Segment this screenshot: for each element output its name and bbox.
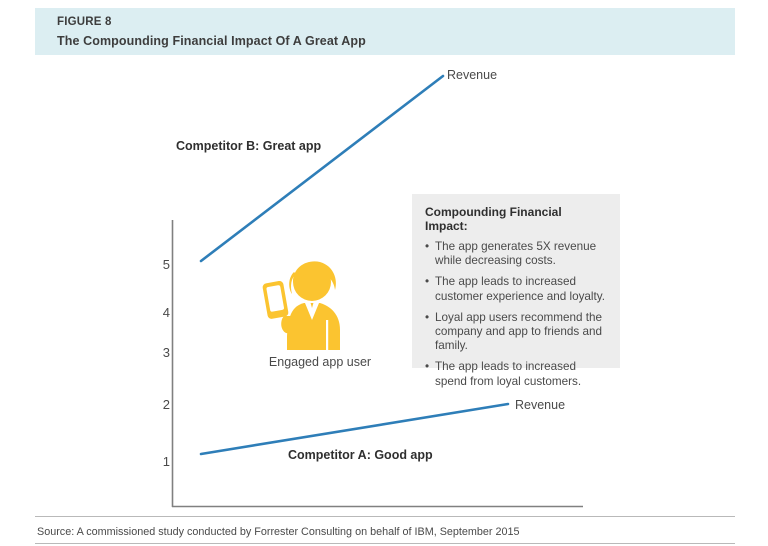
y-tick-label-5: 5 — [162, 257, 170, 272]
y-tick-label-3: 3 — [162, 345, 170, 360]
series-line-competitor-a — [199, 402, 510, 456]
y-tick-label-2: 2 — [162, 397, 170, 412]
illustration-caption: Engaged app user — [268, 355, 372, 369]
list-item: The app leads to increased spend from lo… — [425, 360, 607, 388]
source-note: Source: A commissioned study conducted b… — [37, 526, 520, 538]
callout-title: Compounding Financial Impact: — [425, 205, 562, 233]
figure-number: FIGURE 8 — [57, 16, 112, 28]
y-tick-label-1: 1 — [162, 454, 170, 469]
list-item: Loyal app users recommend the company an… — [425, 311, 607, 354]
series-name-label-competitor-b: Competitor B: Great app — [176, 139, 322, 153]
series-name-label-competitor-a: Competitor A: Good app — [288, 448, 433, 462]
series-line-competitor-b — [199, 74, 445, 263]
page-title: The Compounding Financial Impact Of A Gr… — [57, 34, 366, 48]
footer-divider-bottom — [35, 543, 735, 544]
figure-header-band: FIGURE 8 The Compounding Financial Impac… — [35, 8, 735, 55]
callout-box: Compounding Financial Impact: The app ge… — [412, 194, 620, 388]
person-with-phone-icon — [262, 261, 340, 350]
list-item: The app generates 5X revenue while decre… — [425, 240, 607, 268]
footer-divider-top — [35, 516, 735, 517]
series-end-label-competitor-b: Revenue — [447, 68, 498, 82]
series-end-label-competitor-a: Revenue — [515, 398, 566, 412]
y-tick-label-4: 4 — [162, 305, 170, 320]
list-item: The app leads to increased customer expe… — [425, 275, 607, 303]
callout-bullet-list: The app generates 5X revenue while decre… — [425, 240, 607, 389]
